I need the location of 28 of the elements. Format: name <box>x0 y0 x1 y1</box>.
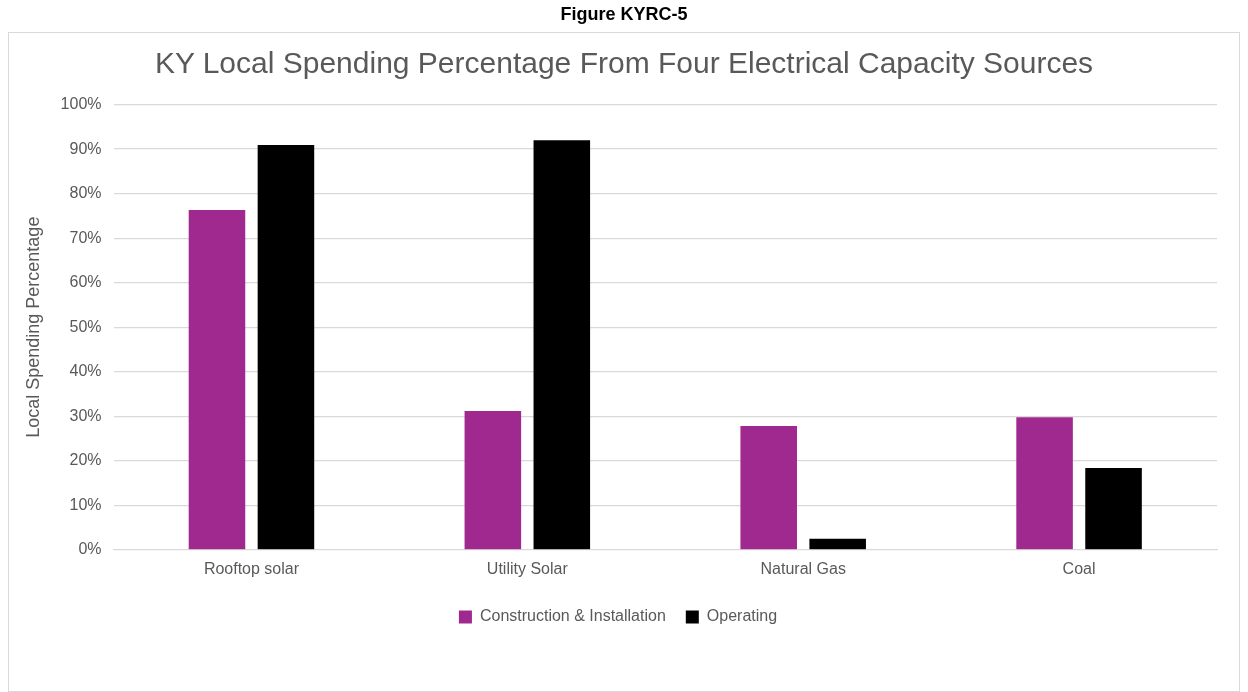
bar <box>809 538 866 550</box>
y-tick-label: 100% <box>60 95 102 113</box>
y-tick-label: 40% <box>69 362 102 380</box>
y-tick-label: 80% <box>69 184 102 202</box>
y-tick-label: 50% <box>69 317 102 335</box>
legend-label: Operating <box>706 607 778 625</box>
y-tick-label: 60% <box>69 273 102 291</box>
bar <box>1016 417 1073 550</box>
bar <box>1085 467 1142 550</box>
y-tick-label: 0% <box>78 540 102 558</box>
y-axis-title: Local Spending Percentage <box>22 216 43 438</box>
y-tick-label: 30% <box>69 406 102 424</box>
chart-title: Figure KYRC-5 <box>559 4 689 25</box>
x-tick-label: Rooftop solar <box>203 559 300 577</box>
y-tick-label: 10% <box>69 495 102 513</box>
y-tick-label: 90% <box>69 139 102 157</box>
bar <box>533 140 591 550</box>
bar <box>740 426 797 550</box>
chart-subtitle: KY Local Spending Percentage From Four Electrical Capacity Sources <box>153 45 1095 81</box>
bar <box>464 410 522 550</box>
legend-label: Construction & Installation <box>479 607 666 625</box>
bar <box>188 210 246 550</box>
y-tick-label: 20% <box>69 451 102 469</box>
x-tick-label: Natural Gas <box>760 559 846 577</box>
x-tick-label: Coal <box>1062 559 1096 577</box>
bar <box>257 145 315 550</box>
y-tick-label: 70% <box>69 228 102 246</box>
x-tick-label: Utility Solar <box>486 559 569 577</box>
